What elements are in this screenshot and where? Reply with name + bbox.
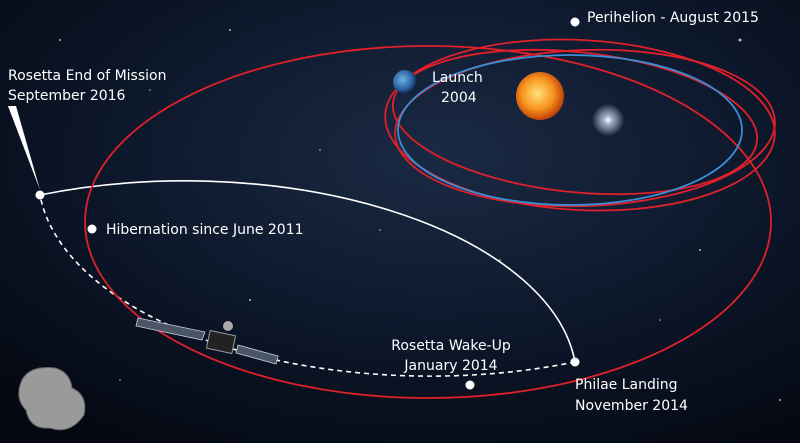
label-hibernation: Hibernation since June 2011 — [106, 222, 304, 238]
page: {"labels": { "perihelion": {"lines": ["P… — [0, 0, 800, 443]
label-line: 2004 — [441, 90, 477, 106]
orbit-diagram: Perihelion - August 2015 Launch 2004 Rose… — [0, 0, 800, 443]
label-line: Rosetta Wake-Up — [391, 338, 511, 354]
label-line: Rosetta End of Mission — [8, 68, 166, 84]
label-line: November 2014 — [575, 398, 688, 414]
label-line: September 2016 — [8, 88, 126, 104]
earth — [393, 70, 417, 94]
label-perihelion: Perihelion - August 2015 — [587, 10, 759, 26]
label-line: Philae Landing — [575, 377, 678, 393]
label-line: Launch — [432, 70, 483, 86]
sun — [516, 72, 564, 120]
bright-star — [592, 104, 624, 136]
label-line: Perihelion - August 2015 — [587, 10, 759, 26]
label-line: Hibernation since June 2011 — [106, 222, 304, 238]
label-line: January 2014 — [403, 358, 497, 374]
